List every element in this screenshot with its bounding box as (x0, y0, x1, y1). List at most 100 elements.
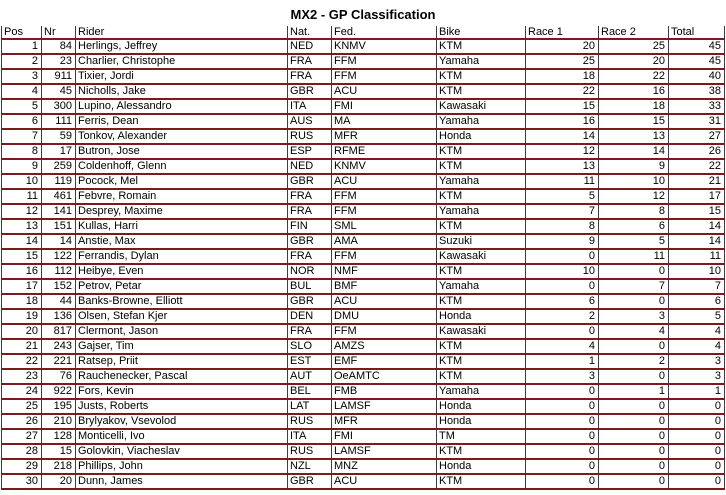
cell-nr: 136 (41, 309, 76, 325)
cell-nat: GBR (287, 234, 332, 250)
cell-rider: Tixier, Jordi (75, 69, 288, 85)
cell-pos: 13 (1, 219, 42, 235)
cell-fed: KNMV (331, 159, 437, 175)
cell-rider: Justs, Roberts (75, 399, 288, 415)
cell-race-2: 0 (598, 444, 669, 460)
table-row: 12 141 Desprey, Maxime FRA FFM Yamaha 7 8 15 (1, 204, 725, 220)
cell-fed: FMI (331, 429, 437, 445)
cell-fed: FMI (331, 99, 437, 115)
cell-rider: Desprey, Maxime (75, 204, 288, 220)
cell-rider: Kullas, Harri (75, 219, 288, 235)
cell-rider: Charlier, Christophe (75, 54, 288, 70)
cell-rider: Fors, Kevin (75, 384, 288, 400)
cell-race-2: 9 (598, 159, 669, 175)
cell-nr: 112 (41, 264, 76, 280)
cell-nat: NZL (287, 459, 332, 475)
cell-nr: 141 (41, 204, 76, 220)
cell-total: 0 (668, 444, 725, 460)
cell-fed: BMF (331, 279, 437, 295)
cell-pos: 26 (1, 414, 42, 430)
cell-race-2: 12 (598, 189, 669, 205)
cell-pos: 29 (1, 459, 42, 475)
table-row: 29 218 Phillips, John NZL MNZ Honda 0 0 0 (1, 459, 725, 475)
cell-rider: Nicholls, Jake (75, 84, 288, 100)
cell-nr: 221 (41, 354, 76, 370)
cell-total: 0 (668, 459, 725, 475)
table-row: 8 17 Butron, Jose ESP RFME KTM 12 14 26 (1, 144, 725, 160)
cell-pos: 24 (1, 384, 42, 400)
cell-nr: 45 (41, 84, 76, 100)
cell-fed: AMA (331, 234, 437, 250)
cell-nat: FRA (287, 204, 332, 220)
cell-bike: Honda (436, 129, 526, 145)
cell-nr: 151 (41, 219, 76, 235)
cell-nat: NOR (287, 264, 332, 280)
cell-race-2: 13 (598, 129, 669, 145)
cell-fed: SML (331, 219, 437, 235)
cell-pos: 6 (1, 114, 42, 130)
cell-pos: 16 (1, 264, 42, 280)
column-header-pos: Pos (1, 26, 42, 40)
cell-rider: Coldenhoff, Glenn (75, 159, 288, 175)
cell-nat: RUS (287, 129, 332, 145)
cell-race-1: 12 (525, 144, 599, 160)
cell-bike: Yamaha (436, 54, 526, 70)
cell-bike: Honda (436, 309, 526, 325)
cell-race-2: 3 (598, 309, 669, 325)
cell-fed: ACU (331, 294, 437, 310)
cell-pos: 20 (1, 324, 42, 340)
table-row: 22 221 Ratsep, Priit EST EMF KTM 1 2 3 (1, 354, 725, 370)
cell-nat: SLO (287, 339, 332, 355)
cell-pos: 2 (1, 54, 42, 70)
table-row: 7 59 Tonkov, Alexander RUS MFR Honda 14 13 27 (1, 129, 725, 145)
cell-total: 0 (668, 399, 725, 415)
cell-race-1: 8 (525, 219, 599, 235)
cell-nat: RUS (287, 414, 332, 430)
cell-total: 7 (668, 279, 725, 295)
cell-race-2: 20 (598, 54, 669, 70)
cell-race-1: 1 (525, 354, 599, 370)
header-row: Pos Nr Rider Nat. Fed. Bike Race 1 Race 2 Total (1, 26, 725, 40)
cell-bike: KTM (436, 474, 526, 490)
cell-race-1: 11 (525, 174, 599, 190)
table-row: 2 23 Charlier, Christophe FRA FFM Yamaha 25 20 4… (1, 54, 725, 70)
cell-pos: 17 (1, 279, 42, 295)
cell-nr: 17 (41, 144, 76, 160)
cell-bike: KTM (436, 339, 526, 355)
cell-nat: LAT (287, 399, 332, 415)
cell-fed: LAMSF (331, 444, 437, 460)
cell-total: 4 (668, 339, 725, 355)
cell-bike: KTM (436, 69, 526, 85)
cell-race-1: 20 (525, 39, 599, 55)
table-row: 9 259 Coldenhoff, Glenn NED KNMV KTM 13 9 22 (1, 159, 725, 175)
cell-nat: FRA (287, 189, 332, 205)
cell-pos: 5 (1, 99, 42, 115)
cell-rider: Ferris, Dean (75, 114, 288, 130)
cell-rider: Ratsep, Priit (75, 354, 288, 370)
cell-pos: 27 (1, 429, 42, 445)
cell-pos: 4 (1, 84, 42, 100)
cell-race-2: 25 (598, 39, 669, 55)
cell-pos: 15 (1, 249, 42, 265)
cell-total: 26 (668, 144, 725, 160)
cell-nr: 111 (41, 114, 76, 130)
cell-rider: Petrov, Petar (75, 279, 288, 295)
cell-race-1: 7 (525, 204, 599, 220)
cell-nat: NED (287, 159, 332, 175)
cell-total: 27 (668, 129, 725, 145)
table-row: 3 911 Tixier, Jordi FRA FFM KTM 18 22 40 (1, 69, 725, 85)
table-row: 14 14 Anstie, Max GBR AMA Suzuki 9 5 14 (1, 234, 725, 250)
cell-race-2: 0 (598, 414, 669, 430)
cell-rider: Brylyakov, Vsevolod (75, 414, 288, 430)
column-header-rider: Rider (75, 26, 288, 40)
cell-race-2: 14 (598, 144, 669, 160)
page-title: MX2 - GP Classification (290, 7, 436, 22)
cell-rider: Gajser, Tim (75, 339, 288, 355)
cell-nat: AUT (287, 369, 332, 385)
cell-nat: BUL (287, 279, 332, 295)
cell-total: 17 (668, 189, 725, 205)
cell-race-2: 0 (598, 399, 669, 415)
cell-total: 3 (668, 369, 725, 385)
column-header-race-2: Race 2 (598, 26, 669, 40)
cell-race-1: 18 (525, 69, 599, 85)
